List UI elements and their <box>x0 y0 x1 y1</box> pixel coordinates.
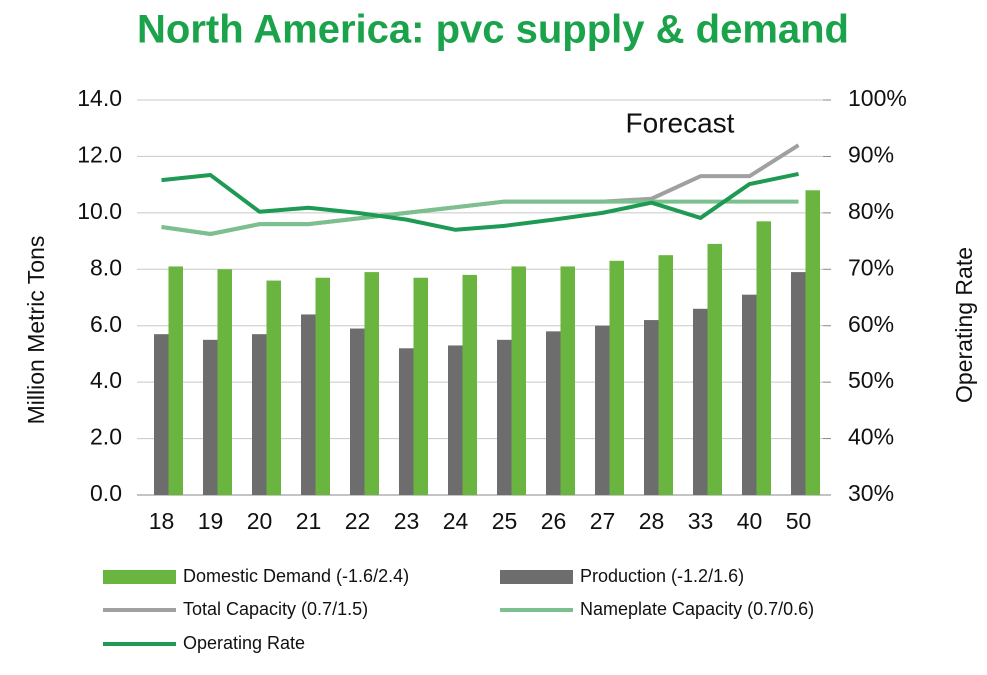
line <box>161 143 800 237</box>
bar <box>756 221 771 496</box>
x-tick-label: 20 <box>247 508 273 534</box>
y2-tick-label: 90% <box>848 142 894 168</box>
line <box>161 199 799 237</box>
y-axis-label: Million Metric Tons <box>23 236 49 425</box>
bar <box>658 255 673 495</box>
bar <box>301 314 316 495</box>
x-tick-label: 21 <box>296 508 322 534</box>
y-tick-label: 4.0 <box>90 367 122 393</box>
bar <box>805 190 820 496</box>
bar <box>742 294 757 495</box>
legend-label: Total Capacity (0.7/1.5) <box>183 599 368 619</box>
bar <box>203 339 218 495</box>
bar <box>595 325 610 495</box>
bar <box>693 308 708 495</box>
annotation: Forecast <box>626 107 735 138</box>
legend-swatch <box>103 570 176 584</box>
legend-label: Nameplate Capacity (0.7/0.6) <box>580 599 814 619</box>
bar <box>462 274 477 495</box>
y2-tick-label: 30% <box>848 480 894 506</box>
x-tick-label: 25 <box>492 508 518 534</box>
x-tick-label: 18 <box>149 508 175 534</box>
bar <box>546 331 561 495</box>
x-tick-label: 23 <box>394 508 420 534</box>
x-tick-label: 22 <box>345 508 371 534</box>
bar <box>413 277 428 495</box>
legend-swatch <box>500 570 573 584</box>
bar <box>644 320 659 495</box>
y-tick-label: 12.0 <box>77 142 122 168</box>
bar <box>497 339 512 495</box>
bar <box>315 277 330 495</box>
x-tick-label: 28 <box>639 508 665 534</box>
x-tick-label: 33 <box>688 508 714 534</box>
x-tick-label: 40 <box>737 508 763 534</box>
legend-label: Production (-1.2/1.6) <box>580 566 744 586</box>
bar <box>791 272 806 495</box>
bar <box>154 334 169 495</box>
legend-label: Operating Rate <box>183 633 305 653</box>
bar <box>350 328 365 495</box>
y-tick-label: 0.0 <box>90 480 122 506</box>
y-tick-label: 6.0 <box>90 311 122 337</box>
bar <box>168 266 183 495</box>
bar <box>609 260 624 495</box>
x-tick-label: 26 <box>541 508 567 534</box>
bar <box>560 266 575 495</box>
chart-title: North America: pvc supply & demand <box>137 8 849 52</box>
bar <box>266 280 281 495</box>
y-tick-label: 10.0 <box>77 198 122 224</box>
y2-tick-label: 50% <box>848 367 894 393</box>
line <box>161 171 799 232</box>
x-tick-label: 24 <box>443 508 469 534</box>
legend-label: Domestic Demand (-1.6/2.4) <box>183 566 409 586</box>
x-tick-label: 50 <box>786 508 812 534</box>
y-tick-label: 8.0 <box>90 254 122 280</box>
y2-tick-label: 40% <box>848 424 894 450</box>
y2-axis-label: Operating Rate <box>951 247 977 403</box>
bar <box>252 334 267 495</box>
bar <box>399 348 414 495</box>
y-tick-label: 14.0 <box>77 85 122 111</box>
bar <box>448 345 463 495</box>
y2-tick-label: 60% <box>848 311 894 337</box>
y2-tick-label: 70% <box>848 254 894 280</box>
bar <box>364 272 379 495</box>
y-tick-label: 2.0 <box>90 424 122 450</box>
x-tick-label: 27 <box>590 508 616 534</box>
y2-tick-label: 80% <box>848 198 894 224</box>
bar <box>217 269 232 495</box>
y2-tick-label: 100% <box>848 85 907 111</box>
x-tick-label: 19 <box>198 508 224 534</box>
bar <box>707 243 722 495</box>
bar <box>511 266 526 495</box>
